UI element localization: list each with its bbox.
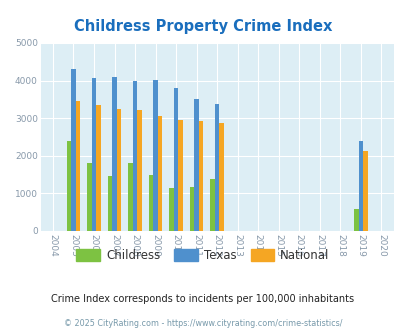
Bar (149, 175, 153, 231)
Text: Crime Index corresponds to incidents per 100,000 inhabitants: Crime Index corresponds to incidents per… (51, 294, 354, 304)
Legend: Childress, Texas, National: Childress, Texas, National (72, 244, 333, 266)
Bar (362, 151, 367, 231)
Bar (210, 179, 214, 231)
Bar (194, 99, 198, 231)
Bar (190, 187, 194, 231)
Bar (96, 105, 100, 231)
Bar (92, 78, 96, 231)
Bar (214, 104, 219, 231)
Bar (128, 163, 132, 231)
Bar (137, 110, 141, 231)
Bar (87, 163, 92, 231)
Bar (107, 177, 112, 231)
Bar (219, 123, 224, 231)
Bar (132, 81, 137, 231)
Bar (117, 109, 121, 231)
Bar (353, 209, 358, 231)
Bar (153, 80, 158, 231)
Text: © 2025 CityRating.com - https://www.cityrating.com/crime-statistics/: © 2025 CityRating.com - https://www.city… (64, 319, 341, 328)
Bar (198, 121, 203, 231)
Bar (71, 69, 75, 231)
Bar (178, 120, 183, 231)
Bar (112, 77, 117, 231)
Bar (169, 188, 173, 231)
Bar (358, 141, 362, 231)
Bar (66, 141, 71, 231)
Text: Childress Property Crime Index: Childress Property Crime Index (74, 19, 331, 34)
Bar (75, 101, 80, 231)
Bar (173, 88, 178, 231)
Bar (158, 116, 162, 231)
